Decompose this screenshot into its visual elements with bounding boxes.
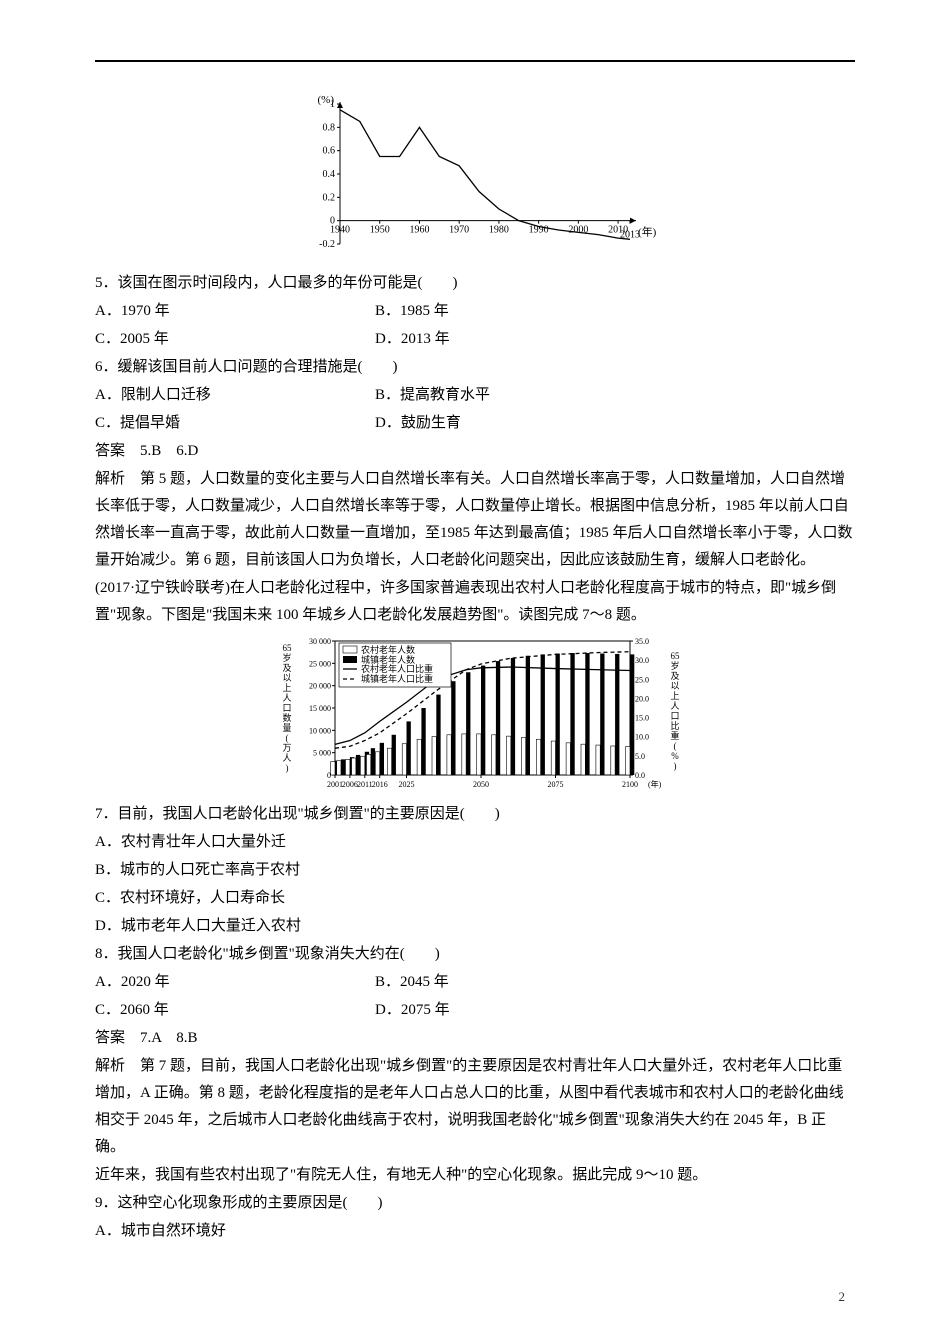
q6-stem: 6．缓解该国目前人口问题的合理措施是( ) — [95, 354, 855, 381]
svg-text:5 000: 5 000 — [313, 749, 331, 758]
explanation-78: 解析 第 7 题，目前，我国人口老龄化出现"城乡倒置"的主要原因是农村青壮年人口… — [95, 1053, 855, 1161]
svg-text:2075: 2075 — [548, 780, 564, 789]
q7-optD: D．城市老年人口大量迁入农村 — [95, 913, 855, 940]
svg-text:人: 人 — [670, 701, 679, 711]
svg-text:1980: 1980 — [489, 225, 509, 236]
svg-text:(年): (年) — [638, 225, 657, 239]
svg-text:以: 以 — [282, 673, 291, 683]
svg-text:农村老年人口比重: 农村老年人口比重 — [361, 663, 433, 674]
svg-text:0.0: 0.0 — [635, 771, 645, 780]
q7-stem: 7．目前，我国人口老龄化出现"城乡倒置"的主要原因是( ) — [95, 801, 855, 828]
svg-text:0.8: 0.8 — [323, 122, 336, 133]
svg-text:10 000: 10 000 — [309, 726, 331, 735]
svg-text:以: 以 — [670, 681, 679, 691]
svg-text:-0.2: -0.2 — [319, 239, 335, 250]
q8-optB: B．2045 年 — [375, 969, 449, 996]
svg-text:(%): (%) — [318, 94, 335, 106]
svg-text:15.0: 15.0 — [635, 714, 649, 723]
svg-text:2001: 2001 — [327, 780, 343, 789]
svg-text:0.4: 0.4 — [323, 169, 336, 180]
q6-optD: D．鼓励生育 — [375, 410, 461, 437]
svg-text:2025: 2025 — [399, 780, 415, 789]
q7-optC: C．农村环境好，人口寿命长 — [95, 885, 855, 912]
svg-text:): ) — [286, 763, 289, 773]
svg-text:1960: 1960 — [409, 225, 429, 236]
svg-text:): ) — [674, 761, 677, 771]
svg-text:口: 口 — [282, 703, 291, 713]
q9-stem: 9．这种空心化现象形成的主要原因是( ) — [95, 1190, 855, 1217]
q5-optA: A．1970 年 — [95, 298, 375, 325]
svg-text:20.0: 20.0 — [635, 694, 649, 703]
page-number: 2 — [95, 1285, 855, 1308]
svg-text:数: 数 — [282, 712, 291, 723]
svg-text:口: 口 — [670, 711, 679, 721]
svg-text:65: 65 — [671, 651, 681, 661]
intro-9: 近年来，我国有些农村出现了"有院无人住，有地无人种"的空心化现象。据此完成 9～… — [95, 1162, 855, 1189]
svg-text:(年): (年) — [648, 779, 662, 789]
svg-text:岁: 岁 — [282, 652, 291, 663]
svg-text:35.0: 35.0 — [635, 637, 649, 646]
q7-optB: B．城市的人口死亡率高于农村 — [95, 857, 855, 884]
q5-optC: C．2005 年 — [95, 326, 375, 353]
svg-text:(: ( — [674, 741, 677, 751]
svg-text:岁: 岁 — [670, 660, 679, 671]
svg-text:人: 人 — [282, 693, 291, 703]
q8-optC: C．2060 年 — [95, 997, 375, 1024]
svg-text:30 000: 30 000 — [309, 637, 331, 646]
top-rule — [95, 60, 855, 62]
svg-text:2000: 2000 — [568, 225, 588, 236]
svg-text:30.0: 30.0 — [635, 656, 649, 665]
svg-text:1950: 1950 — [370, 225, 390, 236]
svg-text:重: 重 — [670, 730, 679, 741]
chart2: 05 00010 00015 00020 00025 00030 0000.05… — [265, 633, 685, 793]
svg-text:15 000: 15 000 — [309, 704, 331, 713]
answer-56: 答案 5.B 6.D — [95, 438, 855, 465]
svg-text:2050: 2050 — [473, 780, 489, 789]
svg-text:量: 量 — [282, 723, 291, 733]
q6-optB: B．提高教育水平 — [375, 382, 490, 409]
svg-text:上: 上 — [282, 683, 291, 693]
explanation-56: 解析 第 5 题，人口数量的变化主要与人口自然增长率有关。人口自然增长率高于零，… — [95, 466, 855, 574]
q7-optA: A．农村青壮年人口大量外迁 — [95, 829, 855, 856]
svg-text:10.0: 10.0 — [635, 733, 649, 742]
chart1-container: -0.200.20.40.60.811940195019601970198019… — [95, 92, 855, 262]
svg-text:农村老年人数: 农村老年人数 — [361, 644, 415, 655]
q5-stem: 5．该国在图示时间段内，人口最多的年份可能是( ) — [95, 270, 855, 297]
q6-optC: C．提倡早婚 — [95, 410, 375, 437]
svg-text:1970: 1970 — [449, 225, 469, 236]
svg-text:城镇老年人口比重: 城镇老年人口比重 — [361, 673, 433, 684]
svg-text:20 000: 20 000 — [309, 682, 331, 691]
svg-text:25 000: 25 000 — [309, 659, 331, 668]
chart2-container: 05 00010 00015 00020 00025 00030 0000.05… — [95, 633, 855, 793]
chart1: -0.200.20.40.60.811940195019601970198019… — [285, 92, 665, 262]
q8-stem: 8．我国人口老龄化"城乡倒置"现象消失大约在( ) — [95, 941, 855, 968]
intro-78: (2017·辽宁铁岭联考)在人口老龄化过程中，许多国家普遍表现出农村人口老龄化程… — [95, 575, 855, 629]
q5-optD: D．2013 年 — [375, 326, 450, 353]
q5-optB: B．1985 年 — [375, 298, 449, 325]
svg-text:5.0: 5.0 — [635, 752, 645, 761]
svg-text:2006: 2006 — [342, 780, 358, 789]
svg-text:%: % — [671, 751, 679, 761]
svg-text:万: 万 — [282, 743, 291, 753]
svg-text:25.0: 25.0 — [635, 675, 649, 684]
q8-optD: D．2075 年 — [375, 997, 450, 1024]
svg-text:2016: 2016 — [372, 780, 388, 789]
svg-text:人: 人 — [282, 753, 291, 763]
svg-text:及: 及 — [670, 671, 679, 681]
svg-text:比: 比 — [670, 720, 679, 731]
svg-text:0.6: 0.6 — [323, 146, 336, 157]
q9-optA: A．城市自然环境好 — [95, 1218, 855, 1245]
svg-text:2100: 2100 — [622, 780, 638, 789]
q6-optA: A．限制人口迁移 — [95, 382, 375, 409]
svg-text:1940: 1940 — [330, 225, 350, 236]
svg-text:2011: 2011 — [357, 780, 373, 789]
q8-optA: A．2020 年 — [95, 969, 375, 996]
svg-text:(: ( — [286, 733, 289, 743]
svg-text:上: 上 — [670, 691, 679, 701]
answer-78: 答案 7.A 8.B — [95, 1025, 855, 1052]
svg-text:65: 65 — [283, 643, 293, 653]
svg-text:及: 及 — [282, 663, 291, 673]
svg-text:0.2: 0.2 — [323, 192, 336, 203]
